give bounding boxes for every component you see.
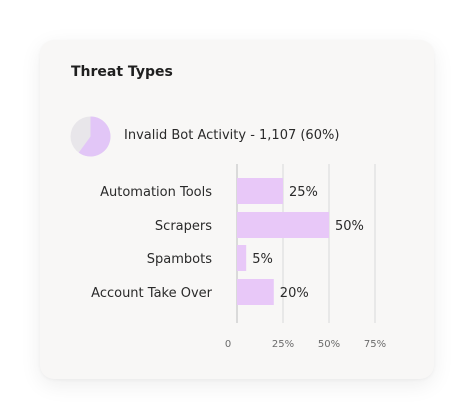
category-label: Automation Tools [100,185,212,200]
bar [237,279,274,305]
category-label: Scrapers [155,219,212,234]
value-label: 25% [289,185,318,200]
bar [237,212,329,238]
bar [237,245,246,271]
tick-label: 75% [364,339,386,350]
tick-label: 25% [272,339,294,350]
value-label: 50% [335,219,364,234]
bar [237,178,283,204]
tick-label: 50% [318,339,340,350]
tick-label: 0 [225,339,231,350]
category-label: Account Take Over [91,286,212,301]
value-label: 5% [252,252,273,267]
threat-types-card: Threat Types Invalid Bot Activity - 1,10… [40,40,434,379]
value-label: 20% [280,286,309,301]
threat-types-bar-chart: Automation Tools 25% Scrapers 50% Spambots 5%… [40,40,434,379]
category-label: Spambots [147,252,212,267]
